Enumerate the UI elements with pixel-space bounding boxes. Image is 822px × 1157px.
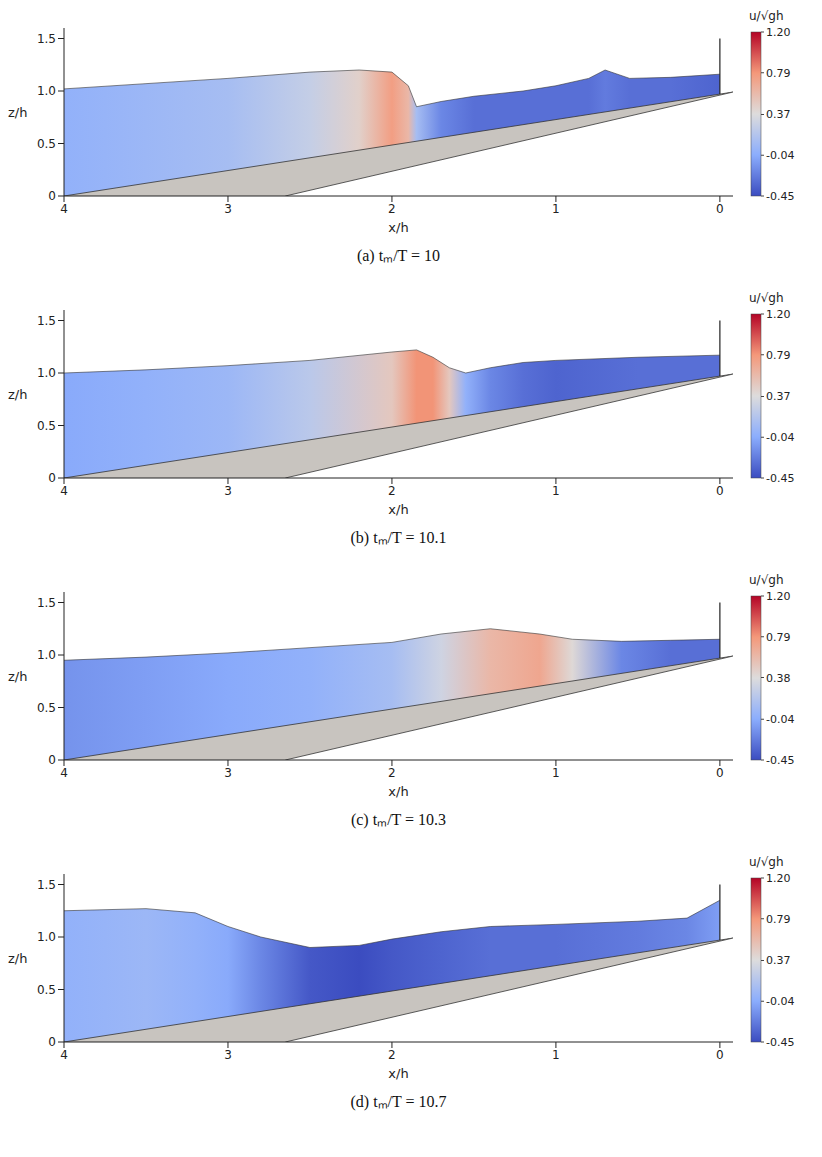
svg-text:2: 2 — [388, 202, 396, 216]
svg-text:1.5: 1.5 — [37, 596, 56, 610]
svg-text:1.20: 1.20 — [766, 872, 791, 885]
svg-text:1.0: 1.0 — [37, 84, 56, 98]
svg-text:4: 4 — [60, 1048, 68, 1062]
svg-text:-0.04: -0.04 — [766, 995, 794, 1008]
svg-text:-0.45: -0.45 — [766, 1036, 794, 1049]
svg-text:1.0: 1.0 — [37, 930, 56, 944]
svg-text:1: 1 — [552, 484, 560, 498]
svg-text:0.79: 0.79 — [766, 67, 791, 80]
svg-text:1.5: 1.5 — [37, 314, 56, 328]
svg-text:-0.04: -0.04 — [766, 431, 794, 444]
svg-text:0.38: 0.38 — [766, 672, 791, 685]
svg-text:2: 2 — [388, 484, 396, 498]
svg-text:u/√gh: u/√gh — [749, 855, 784, 869]
svg-text:0.37: 0.37 — [766, 108, 791, 121]
svg-text:0.5: 0.5 — [37, 137, 56, 151]
svg-text:z/h: z/h — [8, 951, 27, 966]
svg-text:1: 1 — [552, 766, 560, 780]
svg-text:4: 4 — [60, 202, 68, 216]
svg-text:4: 4 — [60, 484, 68, 498]
svg-text:4: 4 — [60, 766, 68, 780]
svg-text:0.5: 0.5 — [37, 419, 56, 433]
svg-text:x/h: x/h — [388, 1066, 408, 1081]
svg-text:0.5: 0.5 — [37, 701, 56, 715]
svg-text:1: 1 — [552, 1048, 560, 1062]
svg-text:-0.45: -0.45 — [766, 472, 794, 485]
svg-text:z/h: z/h — [8, 669, 27, 684]
svg-text:1.0: 1.0 — [37, 648, 56, 662]
svg-text:1.5: 1.5 — [37, 878, 56, 892]
svg-text:0.79: 0.79 — [766, 631, 791, 644]
svg-text:0: 0 — [48, 1035, 56, 1049]
svg-text:0.79: 0.79 — [766, 349, 791, 362]
svg-text:3: 3 — [224, 484, 232, 498]
html-text:(b) tₘ/T = 10.1: (b) tₘ/T = 10.1 — [350, 529, 447, 546]
svg-text:0: 0 — [48, 471, 56, 485]
svg-text:z/h: z/h — [8, 387, 27, 402]
svg-text:-0.45: -0.45 — [766, 754, 794, 767]
svg-text:0.5: 0.5 — [37, 983, 56, 997]
svg-text:0.37: 0.37 — [766, 390, 791, 403]
svg-text:x/h: x/h — [388, 502, 408, 517]
html-text:(a) tₘ/T = 10: (a) tₘ/T = 10 — [356, 247, 441, 264]
svg-text:1.0: 1.0 — [37, 366, 56, 380]
html-text:(c) tₘ/T = 10.3: (c) tₘ/T = 10.3 — [350, 811, 447, 828]
svg-text:1.20: 1.20 — [766, 308, 791, 321]
svg-text:2: 2 — [388, 1048, 396, 1062]
svg-text:-0.04: -0.04 — [766, 149, 794, 162]
svg-text:0: 0 — [48, 189, 56, 203]
svg-text:1.20: 1.20 — [766, 26, 791, 39]
svg-text:1.5: 1.5 — [37, 32, 56, 46]
svg-text:0: 0 — [48, 753, 56, 767]
svg-text:3: 3 — [224, 202, 232, 216]
svg-text:-0.45: -0.45 — [766, 190, 794, 203]
svg-text:u/√gh: u/√gh — [749, 9, 784, 23]
svg-text:3: 3 — [224, 1048, 232, 1062]
svg-text:2: 2 — [388, 766, 396, 780]
svg-text:u/√gh: u/√gh — [749, 573, 784, 587]
svg-text:0: 0 — [716, 766, 724, 780]
svg-text:0: 0 — [716, 1048, 724, 1062]
svg-text:z/h: z/h — [8, 105, 27, 120]
svg-text:-0.04: -0.04 — [766, 713, 794, 726]
svg-text:x/h: x/h — [388, 220, 408, 235]
svg-text:0: 0 — [716, 484, 724, 498]
svg-text:0: 0 — [716, 202, 724, 216]
svg-text:1.20: 1.20 — [766, 590, 791, 603]
svg-text:x/h: x/h — [388, 784, 408, 799]
svg-text:u/√gh: u/√gh — [749, 291, 784, 305]
svg-text:1: 1 — [552, 202, 560, 216]
svg-text:0.37: 0.37 — [766, 954, 791, 967]
svg-text:3: 3 — [224, 766, 232, 780]
html-text:(d) tₘ/T = 10.7: (d) tₘ/T = 10.7 — [350, 1093, 447, 1110]
svg-text:0.79: 0.79 — [766, 913, 791, 926]
